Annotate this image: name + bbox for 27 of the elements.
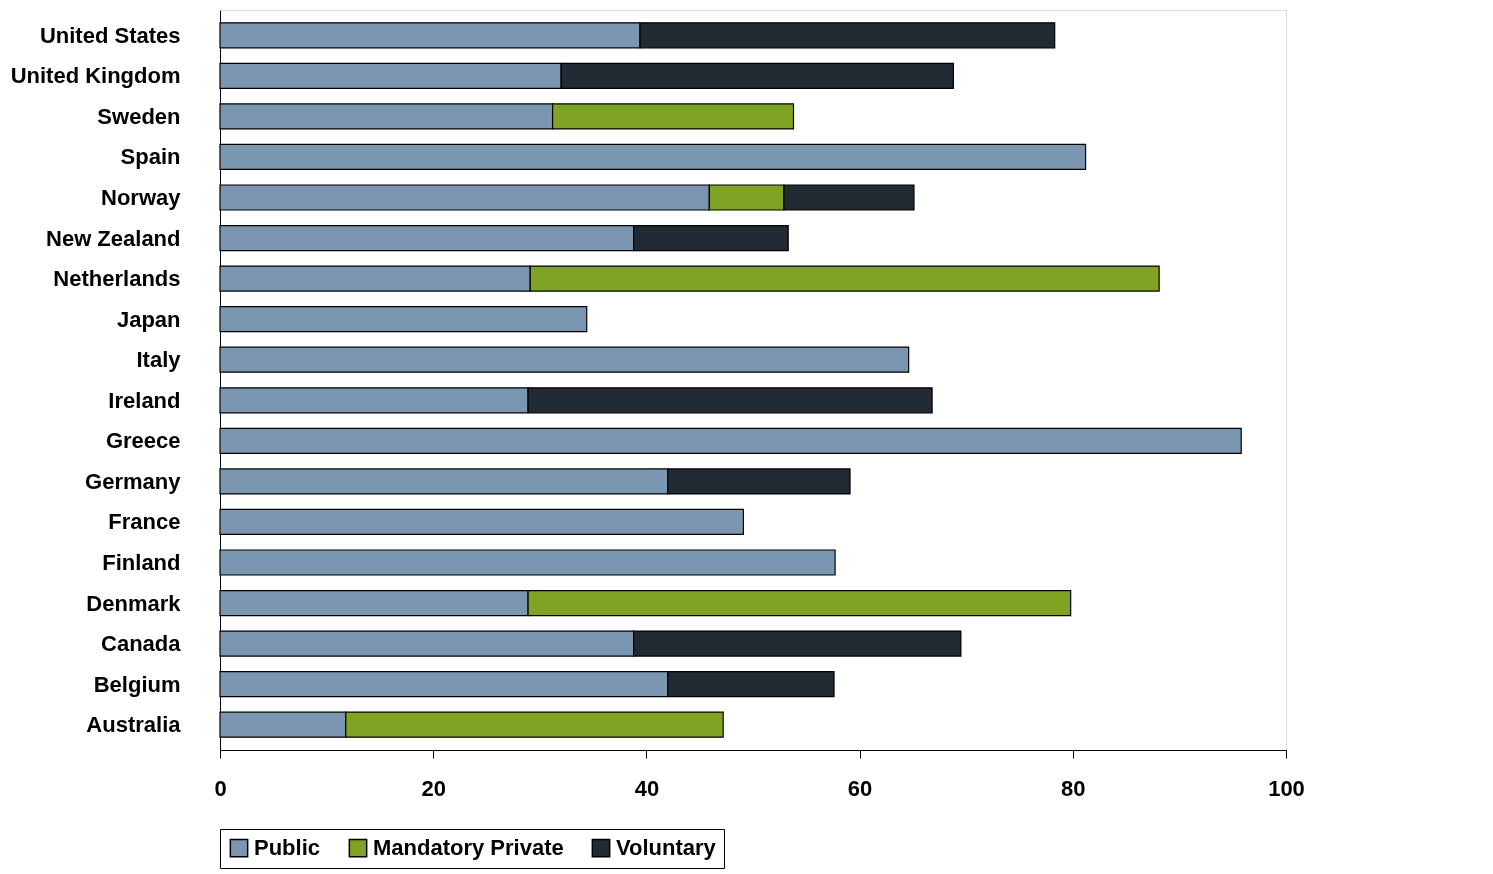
y-tick-label: Finland bbox=[102, 550, 181, 575]
y-tick-label: United States bbox=[39, 22, 181, 48]
legend-label: Mandatory Private bbox=[373, 835, 564, 861]
x-tick-label: 100 bbox=[1268, 775, 1305, 801]
y-tick-label: Australia bbox=[86, 712, 182, 738]
legend-label: Public bbox=[254, 835, 321, 861]
y-tick-label: United Kingdom bbox=[10, 63, 181, 89]
y-tick-label: Italy bbox=[136, 347, 182, 373]
x-tick-label: 60 bbox=[847, 775, 873, 801]
y-tick-label: Sweden bbox=[97, 103, 181, 129]
legend-label: Voluntary bbox=[616, 835, 717, 861]
y-tick-label: Norway bbox=[101, 185, 182, 210]
y-tick-label: Spain bbox=[120, 144, 181, 170]
y-tick-label: Belgium bbox=[93, 671, 181, 697]
x-tick-label: 40 bbox=[634, 775, 660, 801]
y-tick-label: Denmark bbox=[86, 590, 182, 616]
y-tick-label: Ireland bbox=[108, 387, 181, 413]
y-tick-label: Netherlands bbox=[53, 266, 181, 292]
x-tick-label: 80 bbox=[1061, 775, 1086, 801]
x-tick-label: 0 bbox=[214, 775, 227, 801]
y-tick-label: France bbox=[108, 509, 181, 535]
y-tick-label: New Zealand bbox=[46, 225, 181, 251]
y-tick-label: Japan bbox=[116, 306, 181, 332]
y-tick-label: Greece bbox=[105, 428, 181, 454]
x-tick-label: 20 bbox=[421, 775, 446, 801]
y-tick-label: Germany bbox=[85, 468, 182, 494]
y-tick-label: Canada bbox=[101, 631, 182, 657]
